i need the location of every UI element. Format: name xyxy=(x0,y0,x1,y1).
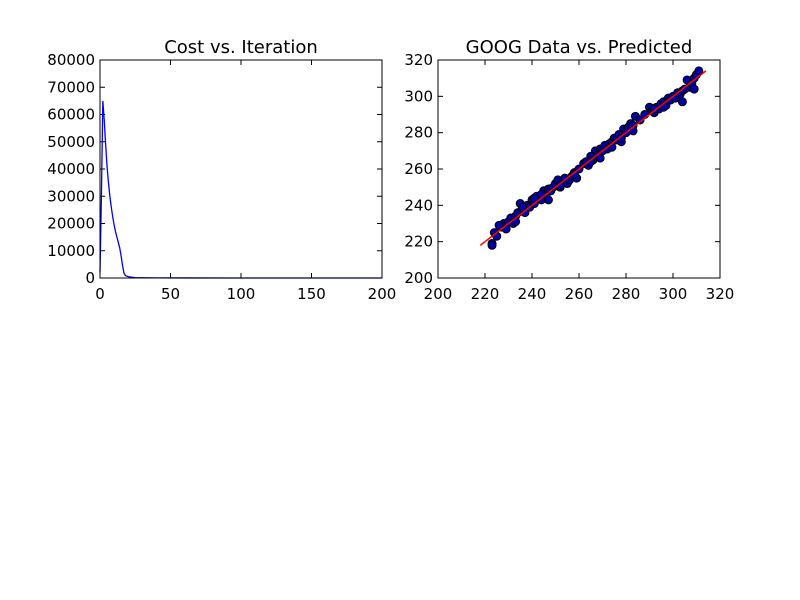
goog-fit-line xyxy=(479,70,707,246)
y-tick-label: 260 xyxy=(404,160,433,178)
y-tick-label: 40000 xyxy=(47,160,95,178)
data-point xyxy=(616,133,626,143)
goog-chart-ticks: 200 220 240 260 280 300 320 200 220 240 260 280 300 3… xyxy=(404,51,734,303)
y-tick-label: 320 xyxy=(404,51,433,69)
data-point xyxy=(543,195,553,205)
y-tick-label: 80000 xyxy=(47,51,95,69)
x-tick-label: 200 xyxy=(368,285,397,303)
y-tick-label: 10000 xyxy=(47,242,95,260)
cost-chart-frame xyxy=(99,59,383,279)
data-point xyxy=(518,202,528,212)
x-tick-label: 220 xyxy=(471,285,500,303)
x-tick-label: 300 xyxy=(659,285,688,303)
x-tick-label: 240 xyxy=(518,285,547,303)
goog-chart-frame xyxy=(437,59,721,279)
goog-chart: GOOG Data vs. Predicted 200 220 240 260 280 3… xyxy=(404,37,734,303)
data-point xyxy=(649,104,659,114)
x-tick-label: 100 xyxy=(227,285,256,303)
x-tick-label: 50 xyxy=(161,285,180,303)
y-tick-label: 50000 xyxy=(47,133,95,151)
data-point xyxy=(555,180,565,190)
x-tick-label: 280 xyxy=(612,285,641,303)
x-tick-label: 320 xyxy=(706,285,735,303)
cost-chart-title: Cost vs. Iteration xyxy=(164,37,318,58)
y-tick-label: 220 xyxy=(404,233,433,251)
y-tick-label: 30000 xyxy=(47,187,95,205)
data-point xyxy=(677,97,687,107)
y-tick-label: 60000 xyxy=(47,106,95,124)
data-point xyxy=(689,84,699,94)
data-point xyxy=(569,169,579,179)
x-tick-label: 150 xyxy=(297,285,326,303)
y-tick-label: 20000 xyxy=(47,215,95,233)
goog-points xyxy=(487,66,704,250)
cost-chart-ticks: 0 50 100 150 200 0 10000 20000 30000 40000 50000 60… xyxy=(47,51,396,303)
y-tick-label: 240 xyxy=(404,196,433,214)
data-point xyxy=(595,153,605,163)
cost-chart: Cost vs. Iteration 0 50 100 150 200 0 10000 200… xyxy=(47,37,396,303)
data-point xyxy=(487,240,497,250)
y-tick-label: 70000 xyxy=(47,78,95,96)
cost-line xyxy=(99,100,382,279)
data-point xyxy=(494,220,504,230)
x-tick-label: 0 xyxy=(95,285,105,303)
goog-chart-title: GOOG Data vs. Predicted xyxy=(466,37,693,58)
x-tick-label: 200 xyxy=(424,285,453,303)
x-tick-label: 260 xyxy=(565,285,594,303)
data-point xyxy=(586,157,596,167)
y-tick-label: 200 xyxy=(404,269,433,287)
y-tick-label: 0 xyxy=(85,269,95,287)
data-point xyxy=(529,193,539,203)
y-tick-label: 300 xyxy=(404,87,433,105)
y-tick-label: 280 xyxy=(404,124,433,142)
data-point xyxy=(694,66,704,76)
